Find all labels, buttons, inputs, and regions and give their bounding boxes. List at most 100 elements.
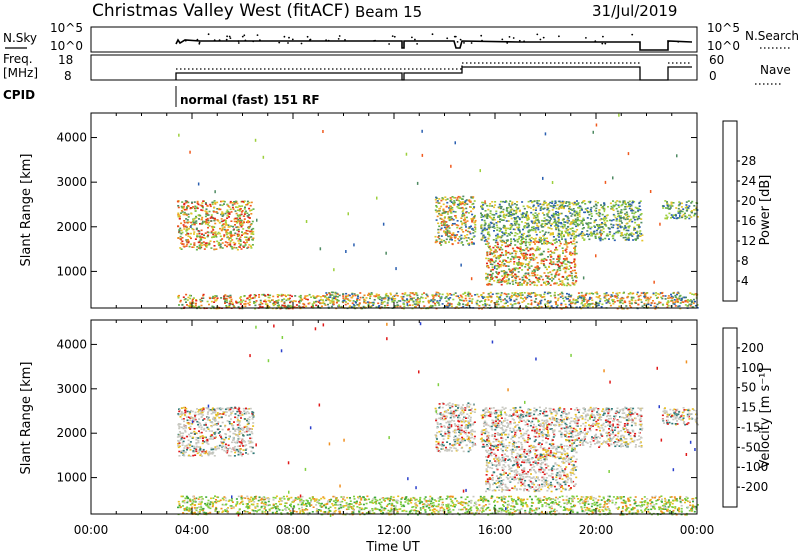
heatmap-cell: [387, 297, 390, 299]
heatmap-cell: [476, 299, 479, 302]
heatmap-cell: [587, 226, 590, 229]
heatmap-cell: [450, 216, 453, 218]
heatmap-cell: [229, 294, 232, 297]
heatmap-cell: [593, 221, 596, 224]
heatmap-cell: [578, 213, 581, 216]
heatmap-cell: [613, 295, 616, 297]
heatmap-cell: [502, 264, 505, 267]
heatmap-cell: [572, 279, 575, 282]
heatmap-cell: [210, 425, 213, 428]
heatmap-cell: [558, 245, 561, 247]
heatmap-cell: [276, 305, 279, 307]
heatmap-cell: [569, 212, 572, 214]
heatmap-cell: [505, 214, 508, 217]
heatmap-cell: [231, 248, 234, 250]
heatmap-cell: [551, 251, 554, 254]
heatmap-cell: [493, 230, 495, 232]
heatmap-cell: [514, 244, 517, 246]
heatmap-cell: [207, 428, 210, 430]
heatmap-cell: [194, 205, 197, 208]
heatmap-cell: [244, 206, 246, 209]
heatmap-cell: [553, 275, 556, 278]
heatmap-cell: [243, 412, 246, 415]
heatmap-cell: [532, 217, 535, 219]
heatmap-cell: [250, 245, 252, 247]
freq-panel: Freq. [MHz] 18 8 60 0 Nave: [3, 52, 791, 85]
heatmap-cell: [457, 199, 460, 202]
heatmap-cell: [215, 295, 218, 297]
heatmap-cell: [186, 219, 189, 221]
heatmap-cell: [250, 437, 253, 440]
heatmap-cell: [217, 231, 220, 234]
heatmap-cell: [590, 210, 593, 213]
heatmap-cell: [252, 233, 255, 235]
heatmap-cell: [220, 436, 222, 438]
heatmap-cell: [537, 205, 540, 207]
heatmap-cell: [356, 298, 359, 300]
heatmap-cell: [214, 448, 217, 451]
heatmap-cell: [467, 237, 470, 239]
heatmap-cell: [195, 216, 198, 219]
heatmap-cell: [225, 297, 228, 300]
heatmap-cell: [186, 214, 189, 216]
heatmap-cell: [368, 301, 370, 304]
heatmap-cell: [489, 258, 492, 261]
heatmap-cell: [599, 239, 602, 242]
heatmap-cell: [545, 240, 548, 242]
heatmap-cell: [548, 227, 551, 229]
heatmap-cell: [505, 273, 508, 275]
heatmap-cell: [178, 230, 181, 232]
heatmap-cell: [517, 284, 519, 286]
heatmap-cell: [189, 425, 192, 428]
heatmap-cell: [563, 243, 566, 246]
heatmap-cell: [542, 260, 545, 262]
heatmap-cell: [567, 217, 570, 219]
heatmap-cell: [551, 233, 554, 236]
heatmap-speck: [262, 155, 265, 159]
station-title: Christmas Valley West (fitACF): [92, 1, 350, 21]
heatmap-cell: [438, 198, 441, 200]
heatmap-cell: [224, 425, 226, 428]
heatmap-cell: [672, 202, 675, 204]
heatmap-cell: [634, 206, 637, 209]
heatmap-cell: [612, 213, 615, 216]
heatmap-cell: [200, 426, 203, 428]
heatmap-cell: [678, 217, 681, 219]
heatmap-cell: [507, 278, 510, 280]
heatmap-cell: [627, 233, 630, 236]
heatmap-cell: [470, 210, 473, 213]
heatmap-cell: [689, 292, 692, 294]
heatmap-cell: [454, 237, 457, 239]
heatmap-cell: [235, 212, 238, 215]
heatmap-cell: [247, 227, 250, 230]
heatmap-cell: [510, 242, 512, 245]
heatmap-cell: [539, 248, 541, 250]
heatmap-cell: [570, 306, 573, 308]
heatmap-cell: [548, 210, 551, 212]
heatmap-cell: [245, 411, 247, 414]
heatmap-cell: [599, 300, 602, 302]
heatmap-cell: [357, 295, 359, 298]
heatmap-cell: [499, 214, 502, 217]
heatmap-cell: [601, 213, 604, 216]
heatmap-cell: [184, 451, 187, 453]
heatmap-cell: [227, 306, 230, 308]
heatmap-cell: [289, 294, 292, 297]
power-heatmap: [176, 113, 699, 310]
heatmap-cell: [559, 280, 562, 283]
heatmap-cell: [183, 420, 185, 423]
heatmap-cell: [589, 208, 592, 211]
heatmap-cell: [214, 231, 217, 233]
heatmap-cell: [568, 253, 571, 255]
heatmap-cell: [278, 294, 281, 297]
heatmap-cell: [213, 411, 216, 414]
heatmap-cell: [538, 236, 541, 239]
heatmap-cell: [184, 213, 187, 216]
heatmap-cell: [415, 299, 418, 301]
heatmap-cell: [428, 306, 431, 308]
heatmap-cell: [511, 208, 514, 211]
heatmap-cell: [506, 276, 509, 278]
heatmap-cell: [453, 222, 456, 225]
heatmap-cell: [468, 244, 471, 246]
